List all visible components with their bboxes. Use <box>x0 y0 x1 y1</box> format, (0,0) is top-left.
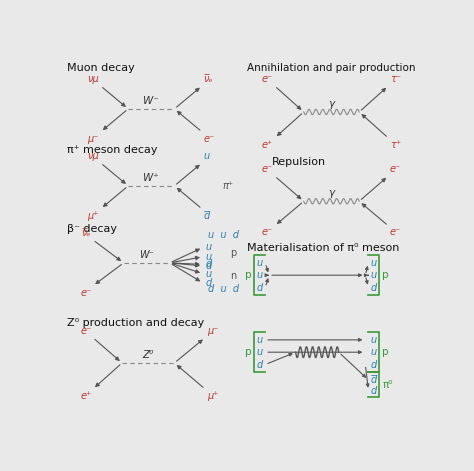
Text: n: n <box>230 271 236 281</box>
Text: p: p <box>383 347 389 357</box>
Text: d: d <box>205 261 211 271</box>
Text: d: d <box>257 359 263 370</box>
Text: d̅: d̅ <box>204 211 210 220</box>
Text: u: u <box>257 258 263 268</box>
Text: Materialisation of π⁰ meson: Materialisation of π⁰ meson <box>247 243 399 253</box>
Text: W⁻: W⁻ <box>139 250 154 260</box>
Text: u: u <box>371 347 377 357</box>
Text: Muon decay: Muon decay <box>66 63 134 73</box>
Text: Repulsion: Repulsion <box>272 157 326 167</box>
Text: Z⁰: Z⁰ <box>143 350 154 360</box>
Text: d: d <box>371 386 377 396</box>
Text: Annihilation and pair production: Annihilation and pair production <box>247 63 415 73</box>
Text: ν̅ₑ: ν̅ₑ <box>204 74 213 84</box>
Text: u: u <box>257 270 263 280</box>
Text: μ⁻: μ⁻ <box>207 326 218 336</box>
Text: d: d <box>371 359 377 370</box>
Text: u: u <box>204 151 210 161</box>
Text: p: p <box>383 270 389 280</box>
Text: e⁻: e⁻ <box>80 326 91 336</box>
Text: e⁻: e⁻ <box>204 133 215 144</box>
Text: β⁻ decay: β⁻ decay <box>66 224 117 235</box>
Text: γ: γ <box>328 188 335 198</box>
Text: νμ: νμ <box>87 74 99 84</box>
Text: e⁻: e⁻ <box>262 164 273 174</box>
Text: d: d <box>257 283 263 292</box>
Text: u: u <box>205 243 211 252</box>
Text: Z⁰ production and decay: Z⁰ production and decay <box>66 318 204 328</box>
Text: νμ: νμ <box>87 151 99 161</box>
Text: p: p <box>245 347 251 357</box>
Text: W⁺: W⁺ <box>144 173 159 183</box>
Text: W⁻: W⁻ <box>144 96 159 106</box>
Text: d: d <box>205 260 211 269</box>
Text: u: u <box>205 252 211 262</box>
Text: e⁻: e⁻ <box>390 164 401 174</box>
Text: μ⁺: μ⁺ <box>207 391 218 401</box>
Text: u: u <box>371 258 377 268</box>
Text: u: u <box>371 270 377 280</box>
Text: d: d <box>371 283 377 292</box>
Text: e⁻: e⁻ <box>262 74 273 84</box>
Text: μ⁺: μ⁺ <box>88 211 99 220</box>
Text: τ⁺: τ⁺ <box>390 140 401 150</box>
Text: e⁻: e⁻ <box>390 227 401 237</box>
Text: u: u <box>371 335 377 345</box>
Text: d̅: d̅ <box>371 375 377 385</box>
Text: e⁺: e⁺ <box>262 140 273 150</box>
Text: π⁺ meson decay: π⁺ meson decay <box>66 145 157 155</box>
Text: π⁰: π⁰ <box>383 380 393 390</box>
Text: e⁻: e⁻ <box>262 227 273 237</box>
Text: ν̅ₑ: ν̅ₑ <box>82 228 91 238</box>
Text: u: u <box>257 335 263 345</box>
Text: γ: γ <box>328 99 335 109</box>
Text: d  u  d: d u d <box>208 284 239 294</box>
Text: π⁺: π⁺ <box>222 181 233 191</box>
Text: p: p <box>245 270 251 280</box>
Text: d: d <box>205 278 211 288</box>
Text: u: u <box>257 347 263 357</box>
Text: u: u <box>205 268 211 279</box>
Text: τ⁻: τ⁻ <box>390 74 401 84</box>
Text: e⁻: e⁻ <box>80 287 91 298</box>
Text: p: p <box>230 248 236 258</box>
Text: μ⁻: μ⁻ <box>88 133 99 144</box>
Text: e⁺: e⁺ <box>80 391 91 401</box>
Text: u  u  d: u u d <box>208 230 239 240</box>
